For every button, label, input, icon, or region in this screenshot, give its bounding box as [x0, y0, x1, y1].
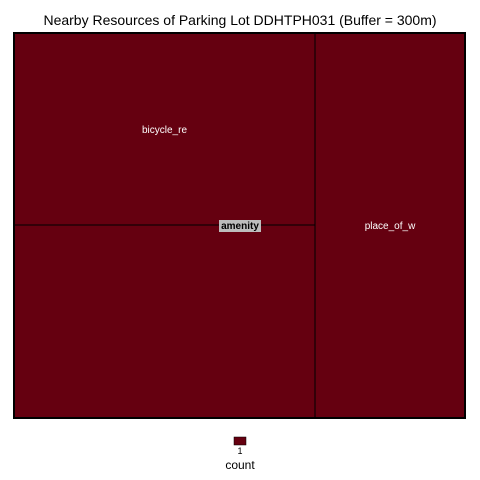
chart-title: Nearby Resources of Parking Lot DDHTPH03… — [43, 12, 436, 28]
group-border — [13, 32, 466, 419]
treemap-tile — [13, 224, 316, 419]
treemap-tiles: bicycle_re place_of_w amenity — [13, 32, 466, 419]
legend-swatch — [233, 436, 247, 446]
tile-label: place_of_w — [365, 221, 416, 232]
legend-title: count — [225, 458, 255, 472]
treemap-tile — [314, 32, 466, 419]
group-label: amenity — [221, 221, 259, 232]
tile-label: bicycle_re — [142, 125, 187, 136]
legend-tick-label: 1 — [237, 446, 242, 456]
group-label-background — [219, 220, 261, 232]
legend: 1 count — [225, 436, 255, 472]
treemap-tile — [13, 32, 316, 226]
